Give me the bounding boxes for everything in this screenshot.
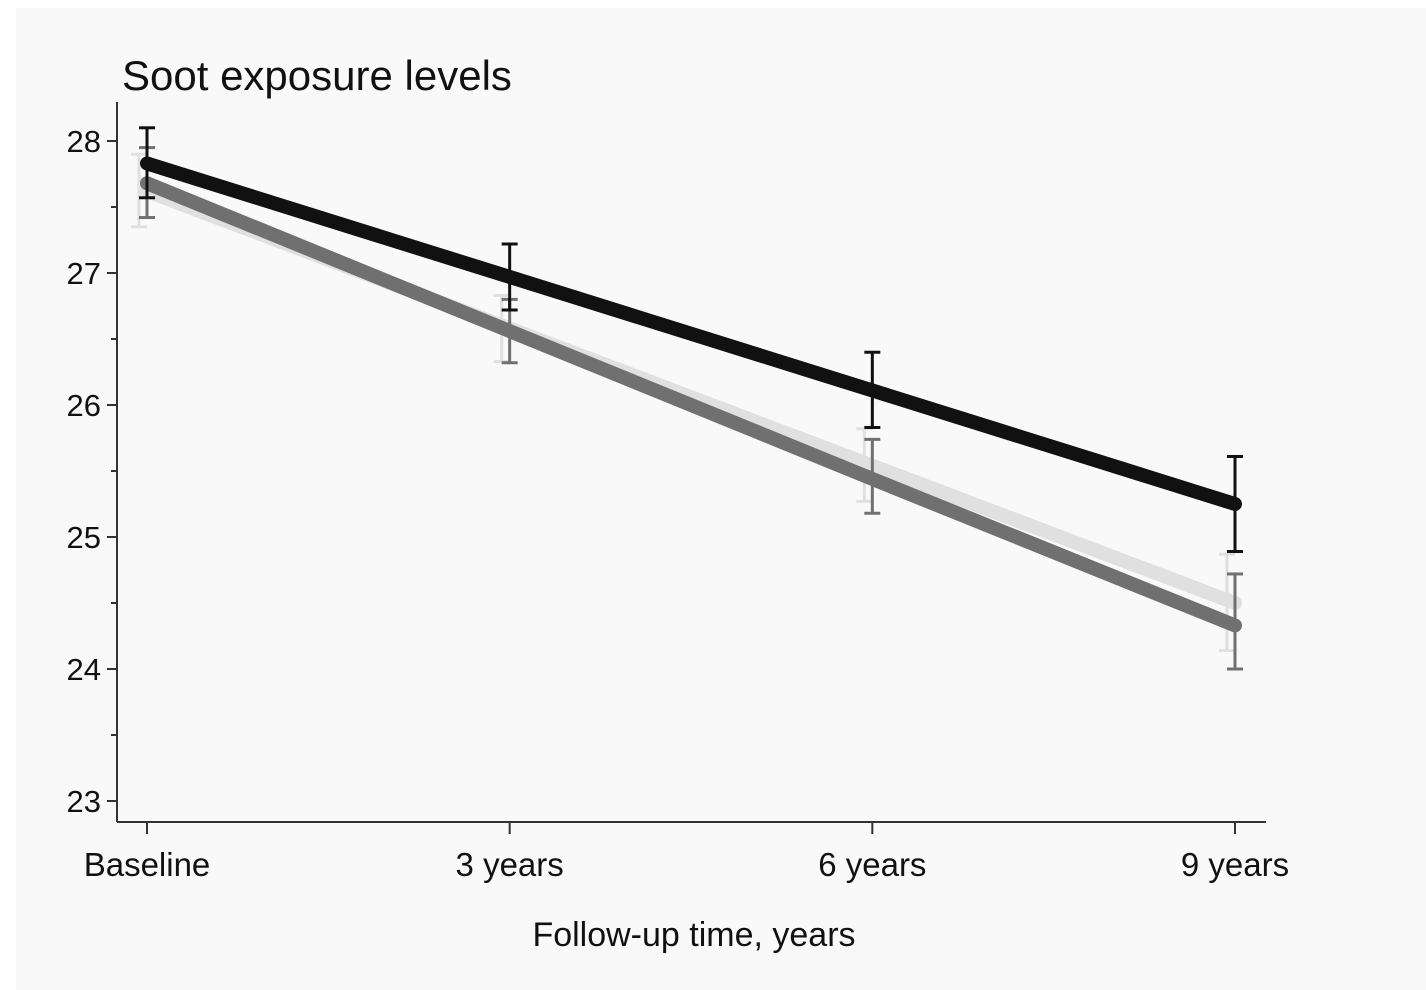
series-line: [140, 176, 1242, 633]
x-tick-label: 3 years: [456, 846, 564, 883]
y-tick-label: 25: [67, 520, 101, 555]
y-tick-label: 23: [67, 784, 101, 819]
error-bar: [864, 437, 881, 515]
error-bar: [501, 242, 518, 312]
line-chart: Soot exposure levels Follow-up time, yea…: [67, 52, 1290, 954]
x-tick-label: 9 years: [1181, 846, 1289, 883]
y-tick-label: 27: [67, 256, 101, 291]
error-bar: [131, 152, 147, 229]
series-group: [139, 146, 1243, 671]
series-layer: [131, 126, 1243, 671]
y-tick-label: 28: [67, 124, 101, 159]
x-tick-label: 6 years: [818, 846, 926, 883]
error-bar: [864, 350, 881, 429]
series-line: [140, 156, 1242, 511]
error-bar: [1219, 552, 1235, 653]
axes: 23 24 25 26 27 28 Baseline 3 years 6 years 9 year…: [67, 102, 1289, 883]
error-bar: [1227, 454, 1243, 554]
y-tick-label: 26: [67, 388, 101, 423]
series-group: [139, 126, 1243, 554]
error-bar: [1227, 572, 1243, 671]
x-axis-title: Follow-up time, years: [532, 916, 855, 954]
y-tick-label: 24: [67, 652, 101, 687]
error-bar: [139, 126, 155, 200]
x-tick-label: Baseline: [84, 846, 211, 883]
chart-panel: Soot exposure levels Follow-up time, yea…: [16, 8, 1426, 990]
chart-title: Soot exposure levels: [122, 52, 512, 99]
